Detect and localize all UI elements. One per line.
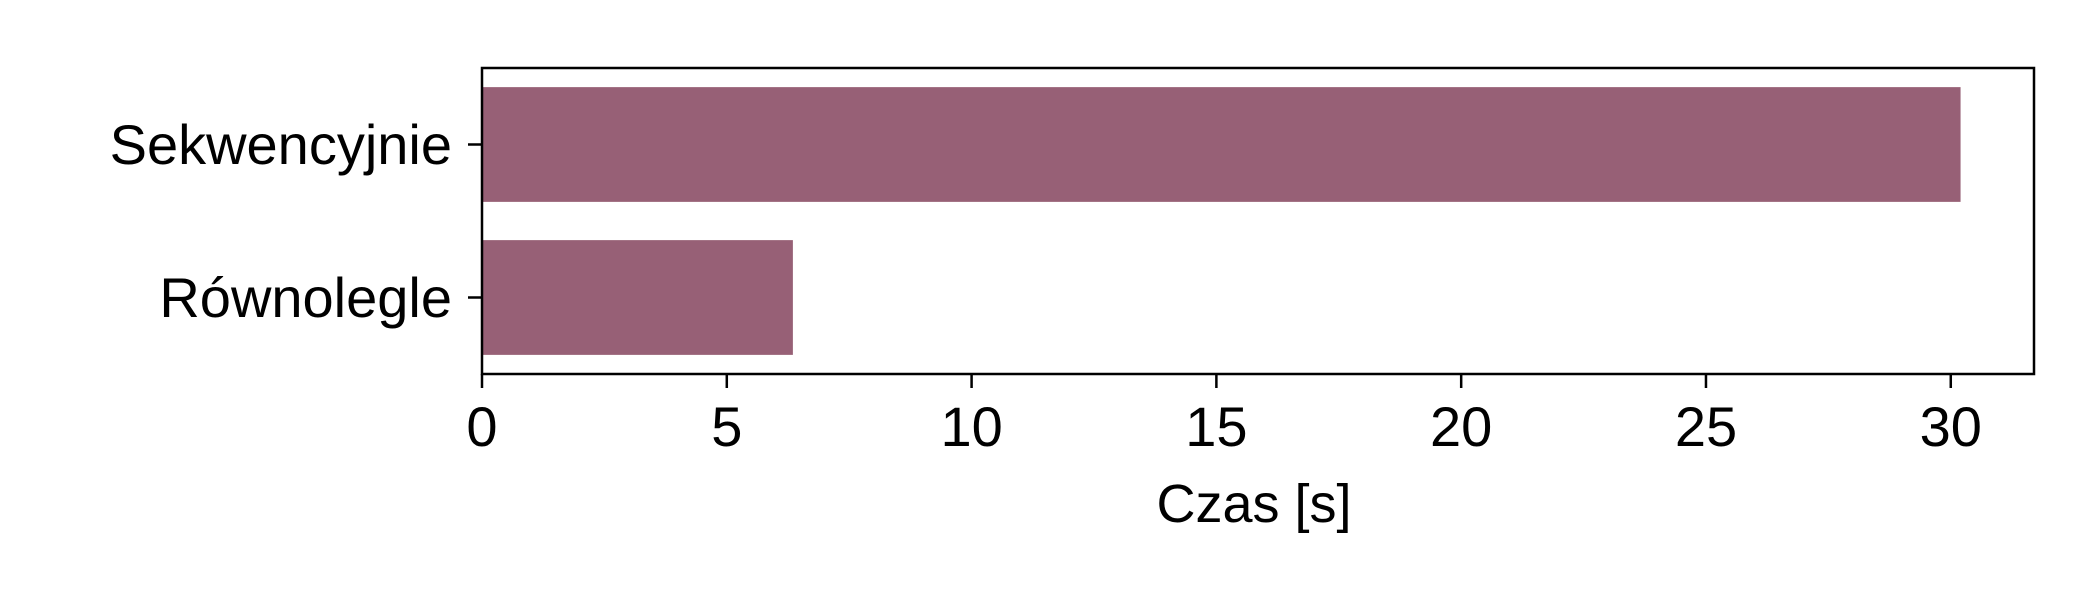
bar-0: [482, 87, 1961, 202]
x-tick-label-4: 20: [1430, 395, 1492, 458]
y-tick-label-0: Sekwencyjnie: [110, 113, 452, 176]
x-tick-label-5: 25: [1675, 395, 1737, 458]
x-tick-label-2: 10: [940, 395, 1002, 458]
x-tick-label-0: 0: [466, 395, 497, 458]
x-tick-label-1: 5: [711, 395, 742, 458]
bar-1: [482, 240, 793, 355]
x-tick-label-3: 15: [1185, 395, 1247, 458]
y-tick-label-1: Równolegle: [159, 266, 452, 329]
x-axis: 0 5 10 15 20 25 30: [466, 374, 1982, 458]
y-axis: Sekwencyjnie Równolegle: [110, 113, 482, 329]
x-axis-label: Czas [s]: [1156, 474, 1351, 534]
plot-frame: [480, 66, 2036, 376]
x-tick-label-6: 30: [1920, 395, 1982, 458]
bars-layer: [482, 87, 1961, 355]
